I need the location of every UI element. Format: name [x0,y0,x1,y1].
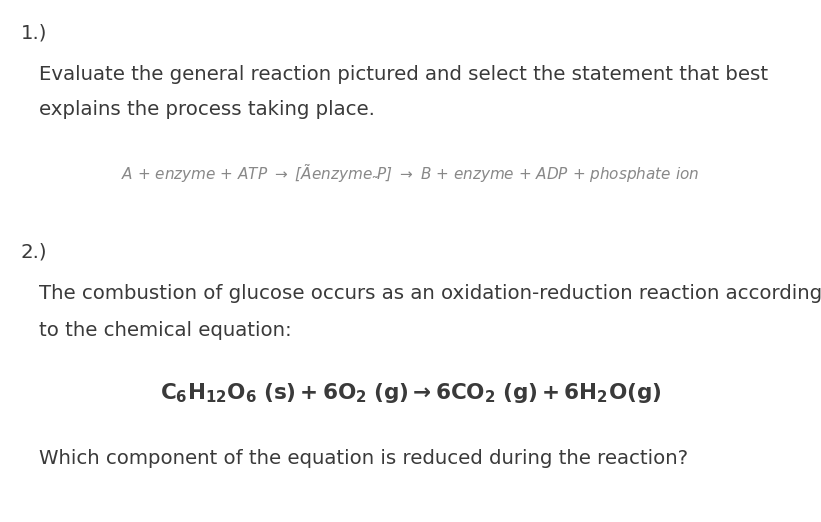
Text: to the chemical equation:: to the chemical equation: [39,321,292,340]
Text: 1.): 1.) [21,23,47,42]
Text: 2.): 2.) [21,243,47,262]
Text: The combustion of glucose occurs as an oxidation-reduction reaction according: The combustion of glucose occurs as an o… [39,284,821,303]
Text: explains the process taking place.: explains the process taking place. [39,100,375,119]
Text: Which component of the equation is reduced during the reaction?: Which component of the equation is reduc… [39,449,689,468]
Text: Evaluate the general reaction pictured and select the statement that best: Evaluate the general reaction pictured a… [39,65,768,84]
Text: $\mathit{A}$ + enzyme + $\mathit{ATP}$ $\rightarrow$ [$\mathit{\tilde{A}}$enzyme: $\mathit{A}$ + enzyme + $\mathit{ATP}$ $… [122,162,699,185]
Text: $\mathbf{C_6H_{12}O_6}$$\mathbf{\ (s) + 6O_2\ (g) \rightarrow 6CO_2\ (g) + 6H_2O: $\mathbf{C_6H_{12}O_6}$$\mathbf{\ (s) + … [160,381,661,405]
